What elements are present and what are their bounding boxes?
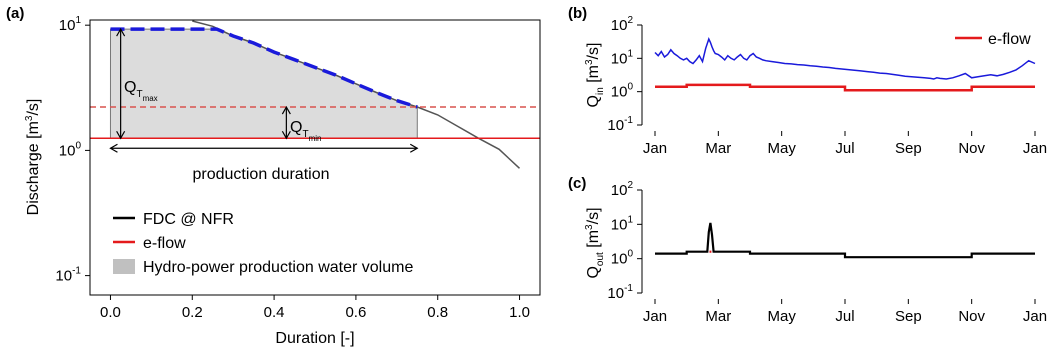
- production-curve: [110, 27, 418, 109]
- production-duration-arrow-head-right: [409, 143, 419, 153]
- a-xtick-label-3: 0.6: [345, 304, 366, 321]
- panel-c-ylabel-main: Q: [585, 266, 602, 278]
- legend-volume-swatch: [113, 259, 135, 274]
- b-ytick-label-2: 100: [611, 82, 634, 101]
- c-xtick-label-6: Jan: [1023, 308, 1047, 325]
- c-ytick-label-3: 10-1: [607, 283, 633, 302]
- c-xtick-label-5: Nov: [958, 308, 985, 325]
- b-xtick-label-2: May: [767, 140, 796, 157]
- legend-volume-label: Hydro-power production water volume: [143, 259, 413, 276]
- qtmin-label: QTmin: [290, 119, 321, 143]
- production-duration-label: production duration: [193, 166, 330, 183]
- panel-a-xlabel: Duration [-]: [275, 330, 354, 347]
- a-xtick-label-0: 0.0: [100, 304, 121, 321]
- qtmax-main: Q: [124, 79, 136, 96]
- panel-c-ylabel-sup: 3: [584, 224, 595, 230]
- a-xtick-label-1: 0.2: [182, 304, 203, 321]
- b-xtick-label-4: Sep: [895, 140, 922, 157]
- panel-c-ylabel-tail: /s]: [585, 207, 602, 224]
- panel-b-ylabel-tail: /s]: [585, 43, 602, 60]
- qtmin-arrow-head-bottom: [281, 130, 291, 140]
- qtmin-subsub: min: [309, 134, 322, 143]
- panel-b-plot: Jan Mar May Jul Sep Nov Jan 102 101 100 10-1 Qin …: [584, 15, 1047, 157]
- panel-a-ylabel-sup: 3: [24, 115, 35, 121]
- panel-c-ylabel: Qout [m3/s]: [584, 207, 606, 278]
- a-ytick-label-0: 101: [59, 15, 82, 34]
- qtmax-arrow-head-top: [116, 27, 126, 37]
- b-xtick-label-0: Jan: [643, 140, 667, 157]
- panel-c-plot: Jan Mar May Jul Sep Nov Jan 102 101 100 10-1 Qout…: [584, 180, 1047, 325]
- qtmax-label: QTmax: [124, 79, 158, 103]
- panel-a-ylabel: Discharge [m3/s]: [24, 99, 42, 216]
- b-xtick-label-6: Jan: [1023, 140, 1047, 157]
- c-ytick-label-1: 101: [611, 214, 634, 233]
- panel-b-ylabel-sup: 3: [584, 59, 595, 65]
- c-xtick-label-0: Jan: [643, 308, 667, 325]
- production-volume-area: [109, 28, 418, 139]
- c-ytick-label-0: 102: [611, 180, 634, 199]
- b-xtick-label-3: Jul: [835, 140, 854, 157]
- panel-a-label: (a): [6, 5, 24, 22]
- production-duration-arrow-head-left: [109, 143, 118, 153]
- b-xtick-label-5: Nov: [958, 140, 985, 157]
- panel-b-label: (b): [568, 5, 587, 22]
- qtmax-subsub: max: [143, 94, 158, 103]
- panel-b-ylabel: Qin [m3/s]: [584, 43, 606, 108]
- panel-c-label: (c): [568, 175, 586, 192]
- panel-a-ylabel-text: Discharge [m: [25, 121, 42, 215]
- panel-b-legend: e-flow: [955, 31, 1031, 48]
- legend-eflow-label: e-flow: [143, 235, 186, 252]
- c-xtick-label-2: May: [767, 308, 796, 325]
- c-series-0: [655, 222, 1035, 259]
- qtmin-main: Q: [290, 119, 302, 136]
- panel-b-ylabel-sub: in: [595, 87, 606, 95]
- a-xtick-label-2: 0.4: [264, 304, 285, 321]
- panel-c-ylabel-text: [m: [585, 230, 602, 252]
- panel-a-plot: 0.0 0.2 0.4 0.6 0.8 1.0 101 100 10-1 Duration […: [24, 15, 541, 347]
- c-xtick-label-4: Sep: [895, 308, 922, 325]
- legend-b-eflow-label: e-flow: [988, 31, 1031, 48]
- b-ytick-label-0: 102: [611, 15, 634, 34]
- panel-c-ylabel-sub: out: [595, 252, 606, 266]
- b-series-1: [655, 83, 1035, 92]
- panel-b-ylabel-main: Q: [585, 95, 602, 107]
- b-series-0: [654, 36, 1036, 80]
- panel-a-frame: [89, 19, 541, 296]
- a-ytick-label-2: 10-1: [55, 266, 81, 285]
- qtmax-arrow-head-bottom: [116, 130, 126, 140]
- fdc-line: [192, 20, 521, 169]
- qtmin-arrow-head-top: [281, 105, 291, 115]
- panel-a-ylabel-tail: /s]: [25, 99, 42, 116]
- qtmin-sub: T: [302, 129, 308, 140]
- c-xtick-label-3: Jul: [835, 308, 854, 325]
- legend-fdc-label: FDC @ NFR: [143, 211, 234, 228]
- c-ytick-label-2: 100: [611, 249, 634, 268]
- a-xtick-label-5: 1.0: [509, 304, 530, 321]
- panel-a-legend: FDC @ NFR e-flow Hydro-power production …: [113, 211, 413, 276]
- panel-b-ylabel-text: [m: [585, 65, 602, 87]
- qtmax-sub: T: [136, 89, 142, 100]
- b-xtick-label-1: Mar: [705, 140, 731, 157]
- a-xtick-label-4: 0.8: [427, 304, 448, 321]
- c-xtick-label-1: Mar: [705, 308, 731, 325]
- b-ytick-label-3: 10-1: [607, 115, 633, 134]
- b-ytick-label-1: 101: [611, 48, 634, 67]
- a-ytick-label-1: 100: [59, 140, 82, 159]
